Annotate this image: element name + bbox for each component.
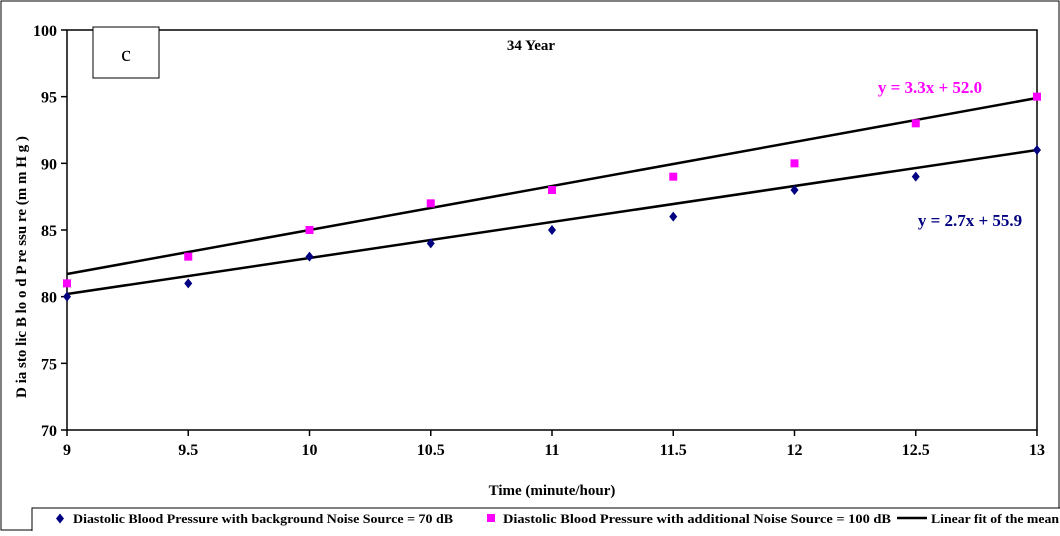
data-point-70db [63,291,71,302]
data-markers [63,92,1041,302]
trend-line-series-0 [66,148,1038,296]
data-point-100db [426,199,435,208]
panel-label-box [92,26,160,79]
x-axis-label: Time (minute/hour) [489,483,616,499]
trend-equation-100db: y = 3.3x + 52.0 [878,78,982,97]
legend-marker-square [487,514,495,522]
legend-box [31,507,1060,533]
x-tick-label: 11 [544,442,559,459]
data-point-100db [790,159,799,168]
data-point-100db [305,226,314,234]
x-tick-label: 12.5 [902,442,930,459]
data-point-100db [63,279,71,288]
data-point-70db [669,211,678,222]
x-axis-ticks: 9 9.5 10 10.5 11 11.5 12 12.5 13 [63,430,1045,459]
data-point-70db [790,185,799,195]
legend-label-fit: Linear fit of the mean [931,512,1059,526]
data-point-100db [548,186,556,194]
x-tick-label: 9.5 [178,442,198,459]
legend-marker-diamond [56,513,64,524]
data-point-70db [911,171,920,182]
data-point-70db [305,251,314,262]
data-point-100db [669,172,678,181]
y-tick-label: 75 [41,356,57,373]
y-tick-label: 95 [41,90,57,107]
data-point-100db [911,119,920,128]
legend-label-70db: Diastolic Blood Pressure with background… [73,512,453,526]
y-tick-label: 80 [41,290,57,307]
y-tick-label: 90 [41,156,57,173]
y-axis-label: D ia sto lic B lo o d P re ssu re (m m H… [14,136,30,398]
y-axis-ticks: 70 75 80 85 90 95 100 [33,23,67,440]
data-point-100db [184,252,193,261]
data-point-70db [184,278,193,289]
legend-label-100db: Diastolic Blood Pressure with additional… [503,512,891,526]
x-tick-label: 10 [302,442,318,459]
x-tick-label: 10.5 [417,442,445,459]
data-point-70db [426,238,435,249]
y-tick-label: 100 [33,23,57,40]
data-point-100db [1033,92,1041,101]
data-point-70db [1033,145,1041,155]
trend-equation-70db: y = 2.7x + 55.9 [918,211,1022,230]
x-tick-label: 9 [63,442,71,459]
data-point-70db [548,225,556,235]
x-tick-label: 11.5 [660,442,687,459]
y-tick-label: 70 [41,423,57,440]
x-tick-label: 13 [1029,442,1045,459]
chart-title: 34 Year [507,38,556,54]
panel-label: c [121,41,131,66]
x-tick-label: 12 [787,442,803,459]
y-tick-label: 85 [41,223,57,240]
legend: Diastolic Blood Pressure with background… [31,507,1060,533]
